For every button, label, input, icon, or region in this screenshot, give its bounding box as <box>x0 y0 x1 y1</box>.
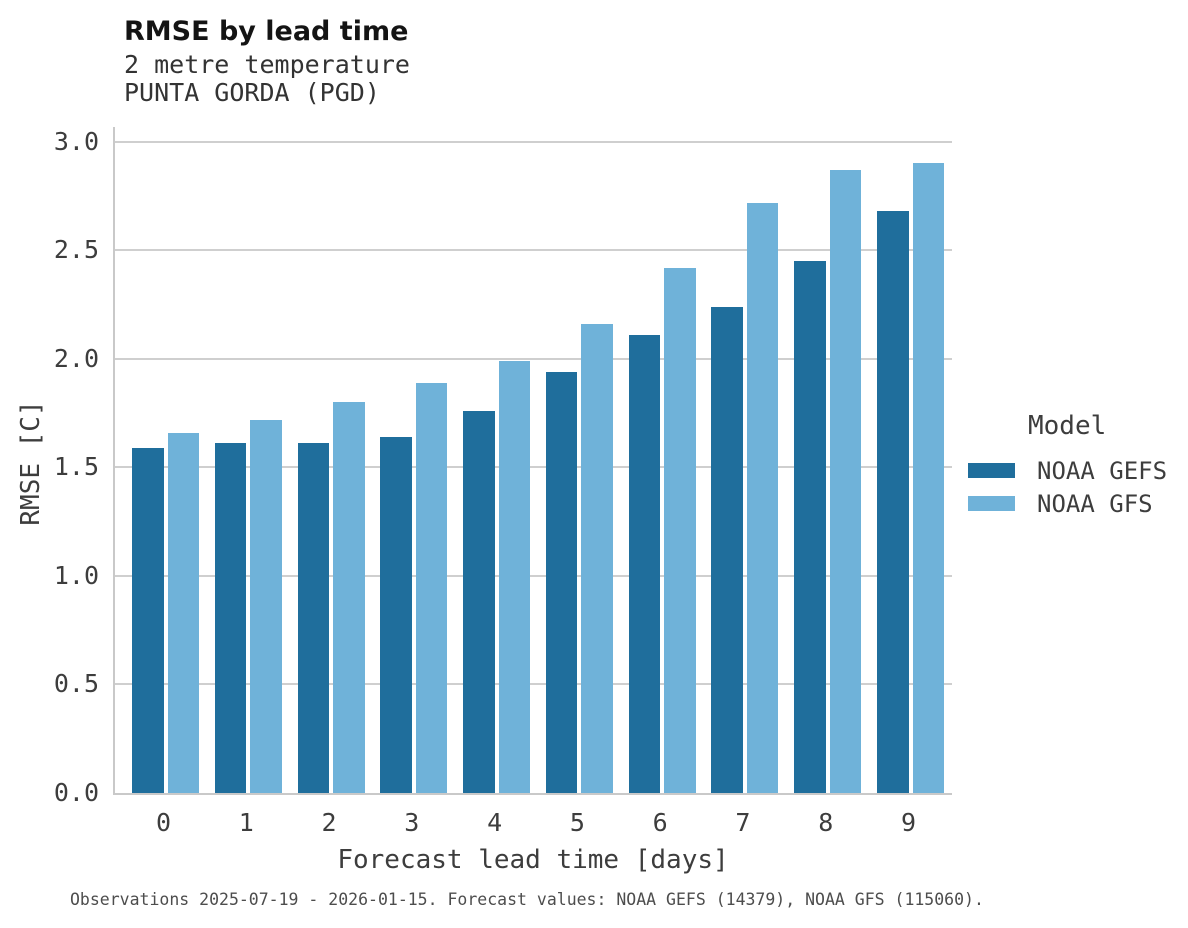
x-axis-title: Forecast lead time [days] <box>337 845 729 875</box>
x-tick-label-6: 6 <box>652 808 668 837</box>
bar-noaa-gfs-lead-8 <box>829 169 862 793</box>
y-tick-label-1.0: 1.0 <box>53 560 99 590</box>
bar-noaa-gefs-lead-3 <box>380 436 412 793</box>
y-tick-label-2.0: 2.0 <box>53 343 99 373</box>
bar-noaa-gefs-lead-1 <box>214 443 247 793</box>
bar-noaa-gfs-lead-4 <box>498 360 531 793</box>
bar-noaa-gfs-lead-7 <box>746 202 779 793</box>
chart-subtitle: 2 metre temperature PUNTA GORDA (PGD) <box>124 51 410 107</box>
legend-item-noaa-gfs: NOAA GFS <box>968 487 1167 520</box>
x-tick-label-1: 1 <box>238 808 254 837</box>
y-tick-label-1.5: 1.5 <box>53 452 99 482</box>
gridline-y-1.0 <box>115 574 952 577</box>
x-tick-label-4: 4 <box>487 808 503 837</box>
y-tick-label-3.0: 3.0 <box>53 126 99 156</box>
y-tick-label-2.5: 2.5 <box>53 235 99 265</box>
plot-area <box>113 127 952 795</box>
legend-title: Model <box>1028 411 1107 441</box>
x-tick-label-3: 3 <box>404 808 420 837</box>
bar-noaa-gefs-lead-2 <box>297 443 330 793</box>
bar-noaa-gefs-lead-9 <box>877 211 909 793</box>
bar-noaa-gfs-lead-9 <box>912 163 945 793</box>
subtitle-station: PUNTA GORDA (PGD) <box>124 78 380 107</box>
x-tick-label-0: 0 <box>155 808 172 837</box>
legend-swatch <box>968 463 1015 478</box>
bar-noaa-gefs-lead-0 <box>132 447 164 793</box>
legend: Model NOAA GEFS NOAA GFS <box>968 411 1167 520</box>
gridline-y-2.0 <box>115 357 952 360</box>
legend-swatch <box>968 496 1015 511</box>
x-tick-label-5: 5 <box>569 808 585 837</box>
bar-noaa-gfs-lead-5 <box>581 324 613 793</box>
legend-item-noaa-gefs: NOAA GEFS <box>968 454 1167 487</box>
bar-noaa-gefs-lead-4 <box>463 410 495 793</box>
bar-noaa-gfs-lead-3 <box>415 382 448 793</box>
caption: Observations 2025-07-19 - 2026-01-15. Fo… <box>70 890 984 909</box>
gridline-y-1.5 <box>115 466 952 469</box>
x-tick-label-7: 7 <box>735 808 751 837</box>
bar-noaa-gefs-lead-8 <box>794 261 826 793</box>
bar-noaa-gefs-lead-6 <box>628 334 661 793</box>
subtitle-variable: 2 metre temperature <box>124 50 410 79</box>
bar-noaa-gefs-lead-5 <box>545 371 578 793</box>
y-tick-label-0.0: 0.0 <box>53 778 99 807</box>
gridline-y-2.5 <box>115 249 952 252</box>
bar-noaa-gfs-lead-1 <box>250 419 282 793</box>
y-tick-label-0.5: 0.5 <box>53 669 99 699</box>
bar-noaa-gfs-lead-2 <box>333 402 365 793</box>
chart-title: RMSE by lead time <box>124 16 409 47</box>
legend-label: NOAA GFS <box>1037 489 1153 518</box>
bar-noaa-gfs-lead-6 <box>664 267 696 793</box>
legend-label: NOAA GEFS <box>1037 456 1168 485</box>
x-tick-label-9: 9 <box>900 808 917 837</box>
x-tick-label-8: 8 <box>818 808 834 837</box>
x-tick-label-2: 2 <box>321 808 337 837</box>
bar-noaa-gefs-lead-7 <box>711 306 743 793</box>
gridline-y-3.0 <box>115 140 952 143</box>
gridline-y-0.5 <box>115 683 952 686</box>
bar-noaa-gfs-lead-0 <box>167 432 199 793</box>
legend-items: NOAA GEFS NOAA GFS <box>968 454 1167 520</box>
